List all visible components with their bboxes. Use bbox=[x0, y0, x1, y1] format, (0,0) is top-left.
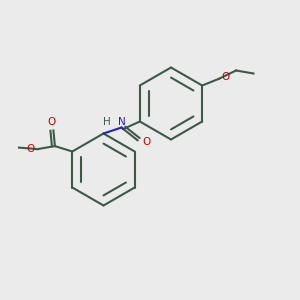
Text: O: O bbox=[48, 117, 56, 127]
Text: O: O bbox=[26, 144, 34, 154]
Text: N: N bbox=[118, 117, 126, 127]
Text: O: O bbox=[222, 72, 230, 82]
Text: H: H bbox=[103, 117, 111, 127]
Text: O: O bbox=[142, 137, 151, 147]
